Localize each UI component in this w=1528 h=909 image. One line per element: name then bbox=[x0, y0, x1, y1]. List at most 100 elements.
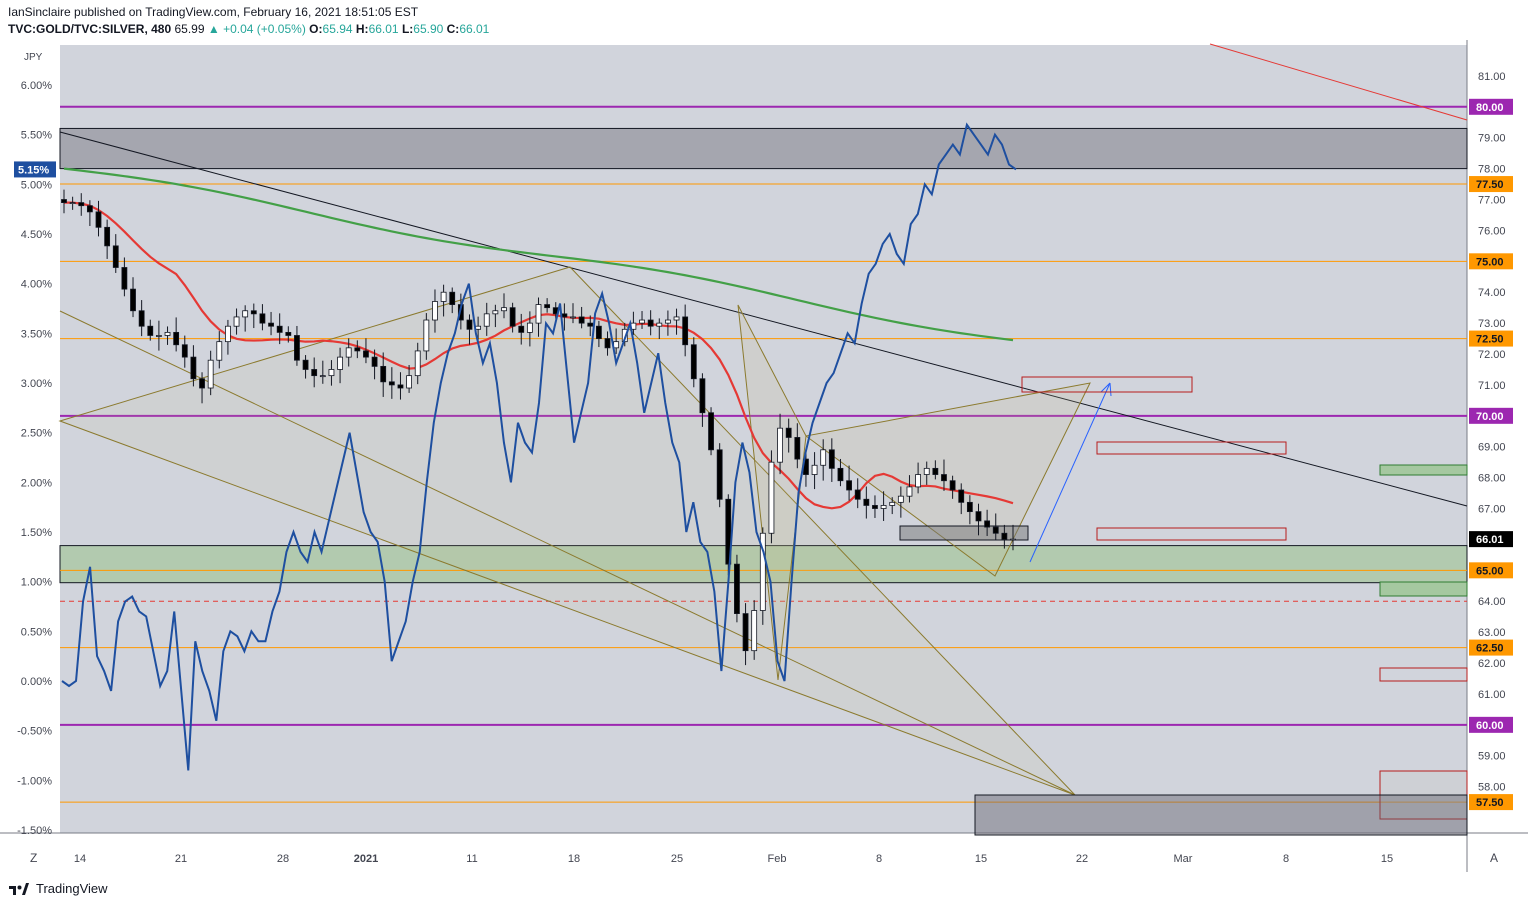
candle[interactable] bbox=[949, 475, 956, 499]
candle[interactable] bbox=[578, 306, 585, 329]
trendline-red[interactable] bbox=[1209, 43, 1468, 121]
candle[interactable] bbox=[932, 460, 939, 480]
candle[interactable] bbox=[587, 315, 594, 337]
candle[interactable] bbox=[872, 495, 878, 518]
candle[interactable] bbox=[846, 465, 852, 501]
candle[interactable] bbox=[388, 367, 395, 399]
candle[interactable] bbox=[906, 475, 913, 503]
candle[interactable] bbox=[95, 200, 102, 237]
candle[interactable] bbox=[742, 603, 749, 666]
candle[interactable] bbox=[130, 277, 136, 318]
candle[interactable] bbox=[975, 503, 982, 536]
candle[interactable] bbox=[595, 320, 602, 348]
projection-arrow[interactable] bbox=[1029, 382, 1111, 563]
corner-right-label[interactable]: A bbox=[1490, 851, 1498, 865]
candle[interactable] bbox=[199, 372, 205, 404]
candle[interactable] bbox=[958, 483, 965, 515]
candle[interactable] bbox=[69, 196, 76, 210]
candle[interactable] bbox=[604, 331, 611, 356]
candle[interactable] bbox=[285, 326, 292, 343]
candle[interactable] bbox=[78, 193, 85, 216]
candle[interactable] bbox=[259, 304, 266, 331]
lower-gray-zone[interactable] bbox=[974, 794, 1468, 836]
candle[interactable] bbox=[535, 297, 542, 337]
target-box-4[interactable] bbox=[1379, 667, 1468, 682]
candle[interactable] bbox=[414, 342, 421, 385]
candle[interactable] bbox=[734, 554, 740, 623]
candle[interactable] bbox=[492, 304, 499, 328]
candle[interactable] bbox=[509, 302, 516, 333]
candle[interactable] bbox=[880, 491, 887, 521]
xabcd-pattern[interactable] bbox=[737, 304, 1091, 681]
candle[interactable] bbox=[155, 320, 162, 351]
candle[interactable] bbox=[984, 509, 991, 536]
ma-long-line[interactable] bbox=[63, 167, 1014, 342]
candle[interactable] bbox=[544, 298, 551, 313]
candle[interactable] bbox=[699, 373, 706, 427]
candle[interactable] bbox=[725, 494, 732, 576]
candle[interactable] bbox=[432, 289, 438, 333]
candle[interactable] bbox=[837, 458, 844, 487]
candle[interactable] bbox=[854, 478, 861, 509]
candle[interactable] bbox=[207, 350, 214, 396]
candle[interactable] bbox=[751, 600, 758, 660]
candle[interactable] bbox=[794, 423, 801, 469]
candle[interactable] bbox=[250, 303, 257, 329]
candle[interactable] bbox=[406, 365, 412, 393]
candle[interactable] bbox=[863, 486, 870, 519]
candle[interactable] bbox=[889, 497, 896, 515]
candle[interactable] bbox=[216, 331, 223, 369]
candle[interactable] bbox=[190, 345, 197, 387]
price-badge-80.00[interactable]: 80.00 bbox=[1469, 98, 1513, 115]
candle[interactable] bbox=[501, 293, 507, 319]
price-badge-62.50[interactable]: 62.50 bbox=[1469, 639, 1513, 656]
candle[interactable] bbox=[242, 305, 249, 332]
price-badge-66.01[interactable]: 66.01 bbox=[1469, 531, 1513, 548]
right-price-axis[interactable]: 58.0059.0061.0062.0063.0064.0066.0067.00… bbox=[1469, 71, 1513, 811]
candle[interactable] bbox=[820, 439, 827, 481]
candle[interactable] bbox=[319, 360, 326, 384]
trendline-black[interactable] bbox=[59, 131, 1468, 507]
price-badge-57.50[interactable]: 57.50 bbox=[1469, 794, 1513, 811]
candle[interactable] bbox=[682, 304, 689, 357]
candle[interactable] bbox=[354, 340, 361, 359]
candle[interactable] bbox=[363, 338, 369, 364]
candle[interactable] bbox=[1001, 524, 1008, 549]
candle[interactable] bbox=[225, 319, 231, 355]
candle[interactable] bbox=[768, 450, 775, 544]
candle[interactable] bbox=[345, 338, 352, 367]
price-badge-70.00[interactable]: 70.00 bbox=[1469, 407, 1513, 424]
candle[interactable] bbox=[466, 314, 473, 345]
price-badge-72.50[interactable]: 72.50 bbox=[1469, 330, 1513, 347]
price-badge-60.00[interactable]: 60.00 bbox=[1469, 716, 1513, 733]
symbol-name[interactable]: TVC:GOLD/TVC:SILVER, 480 bbox=[8, 22, 172, 36]
price-badge-77.50[interactable]: 77.50 bbox=[1469, 176, 1513, 193]
price-chart[interactable]: 58.0059.0061.0062.0063.0064.0066.0067.00… bbox=[0, 40, 1528, 872]
candle[interactable] bbox=[785, 418, 792, 453]
candle[interactable] bbox=[518, 313, 525, 345]
candle[interactable] bbox=[656, 318, 663, 340]
candle[interactable] bbox=[716, 443, 723, 508]
candle[interactable] bbox=[61, 189, 67, 214]
candle[interactable] bbox=[423, 313, 430, 360]
triangle-pattern[interactable] bbox=[58, 266, 1076, 796]
candle[interactable] bbox=[708, 407, 714, 456]
candle[interactable] bbox=[440, 284, 447, 317]
candle[interactable] bbox=[923, 461, 930, 485]
target-box-2[interactable] bbox=[1096, 441, 1287, 455]
candle[interactable] bbox=[294, 325, 300, 366]
candle[interactable] bbox=[397, 372, 404, 400]
candle[interactable] bbox=[371, 349, 378, 380]
candle[interactable] bbox=[483, 302, 490, 336]
candle[interactable] bbox=[302, 355, 309, 379]
corner-left-label[interactable]: Z bbox=[30, 851, 37, 865]
candle[interactable] bbox=[941, 459, 947, 491]
overlay-comparison-line[interactable] bbox=[61, 122, 1017, 771]
consolidation-box[interactable] bbox=[899, 525, 1029, 541]
zone-gray-0[interactable] bbox=[59, 127, 1468, 170]
candle[interactable] bbox=[690, 337, 697, 388]
price-badge-65.00[interactable]: 65.00 bbox=[1469, 562, 1513, 579]
green-box-lower[interactable] bbox=[1379, 581, 1468, 597]
candle[interactable] bbox=[811, 452, 818, 490]
candle[interactable] bbox=[328, 360, 335, 386]
